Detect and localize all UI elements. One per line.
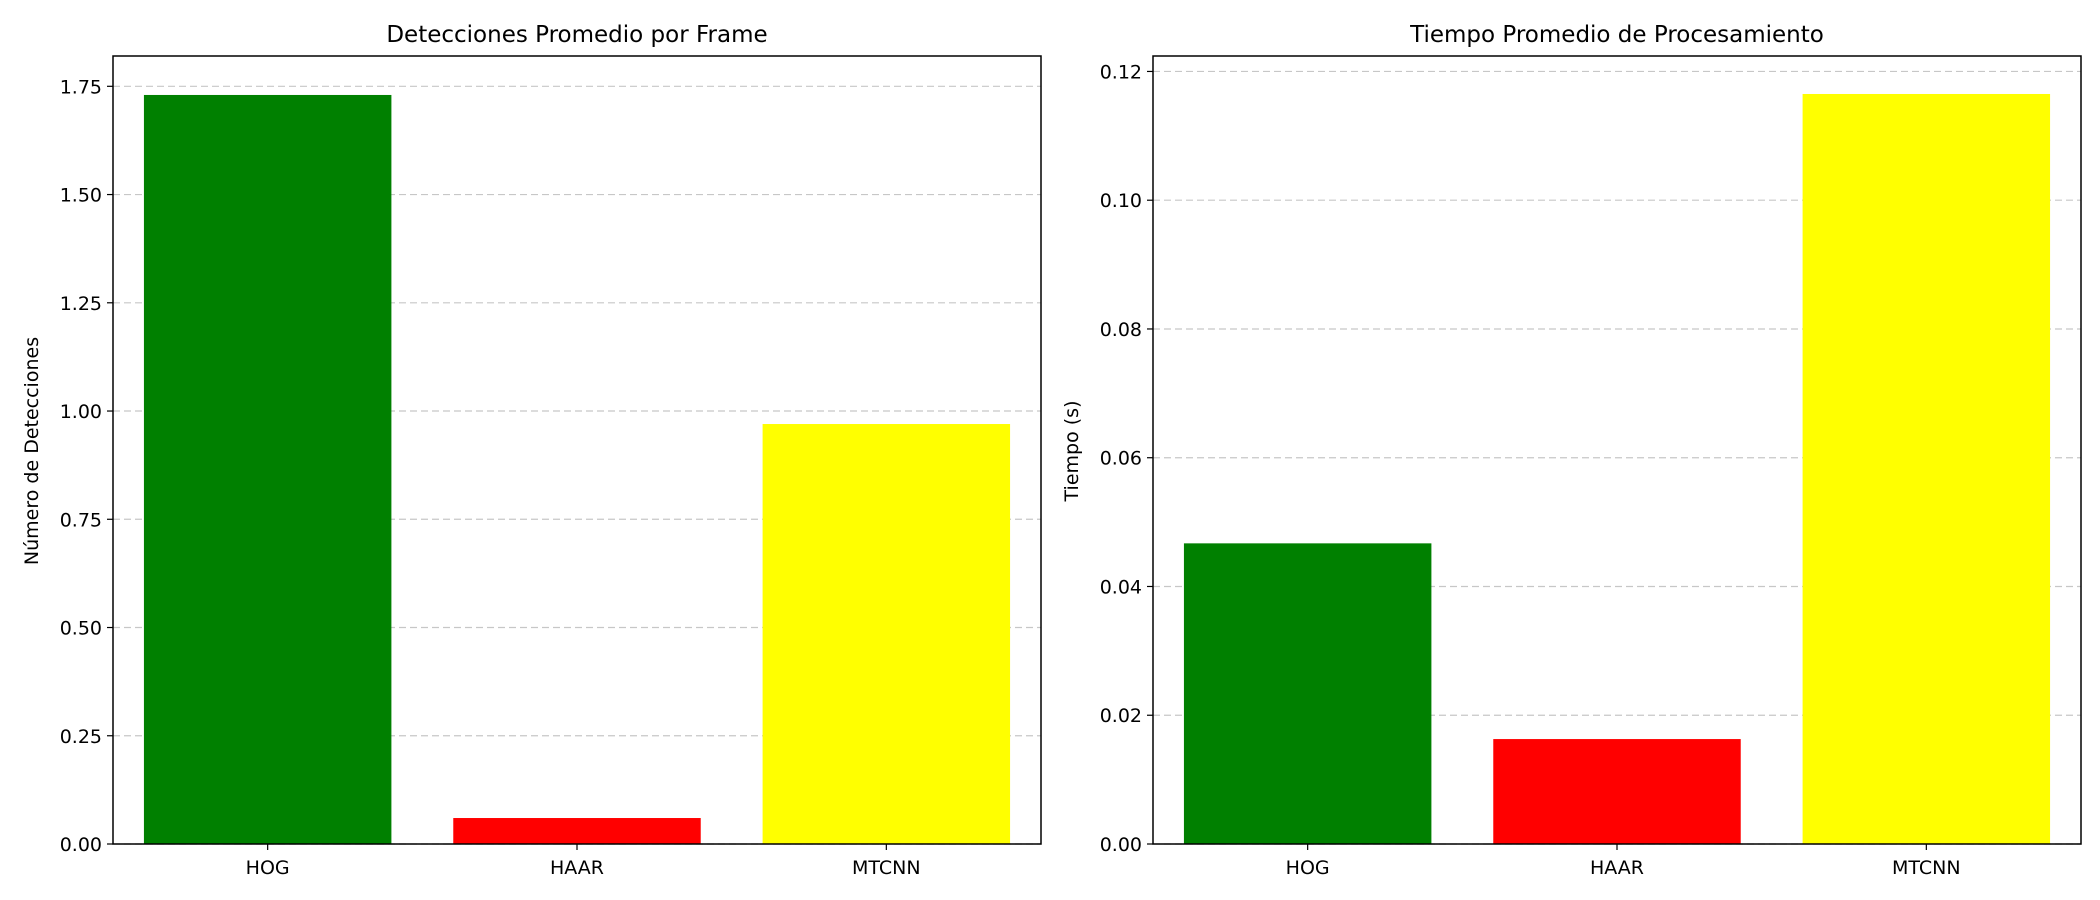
y-tick-label: 1.00 (60, 401, 102, 423)
y-tick-label: 0.08 (1100, 319, 1142, 341)
x-tick-label: HAAR (1590, 857, 1644, 879)
y-tick-label: 0.12 (1100, 61, 1142, 83)
x-tick-label: HAAR (550, 857, 604, 879)
axes-frame (1152, 55, 2082, 845)
chart-panel-detecciones: Detecciones Promedio por Frame Número de… (21, 22, 1042, 879)
y-tick-label: 0.50 (60, 618, 102, 640)
y-tick-label: 0.06 (1100, 448, 1142, 470)
bar-hog (1183, 543, 1432, 844)
y-tick-label: 0.25 (60, 726, 102, 748)
y-tick-label: 1.75 (60, 76, 102, 98)
chart-panel-tiempo: Tiempo Promedio de Procesamiento Tiempo … (1061, 22, 2082, 879)
y-tick-label: 0.00 (1100, 834, 1142, 856)
bar-mtcnn (1802, 93, 2051, 845)
bar-haar (453, 818, 701, 844)
y-tick-label: 1.25 (60, 293, 102, 315)
x-tick-label: HOG (1286, 857, 1330, 879)
y-tick-label: 0.00 (60, 834, 102, 856)
x-tick-label: MTCNN (852, 857, 921, 879)
x-tick-label: MTCNN (1892, 857, 1961, 879)
chart-title: Detecciones Promedio por Frame (386, 22, 767, 48)
y-tick-label: 0.10 (1100, 190, 1142, 212)
bar-haar (1493, 739, 1741, 844)
y-axis-label: Tiempo (s) (1061, 401, 1083, 503)
y-axis-label: Número de Detecciones (21, 337, 43, 565)
chart-title: Tiempo Promedio de Procesamiento (1409, 22, 1824, 48)
y-tick-label: 0.02 (1100, 705, 1142, 727)
y-tick-label: 1.50 (60, 185, 102, 207)
bar-mtcnn (762, 424, 1011, 844)
y-tick-label: 0.75 (60, 509, 102, 531)
axes-frame (112, 55, 1042, 845)
bar-hog (143, 94, 392, 844)
y-tick-label: 0.04 (1100, 576, 1142, 598)
x-tick-label: HOG (246, 857, 290, 879)
